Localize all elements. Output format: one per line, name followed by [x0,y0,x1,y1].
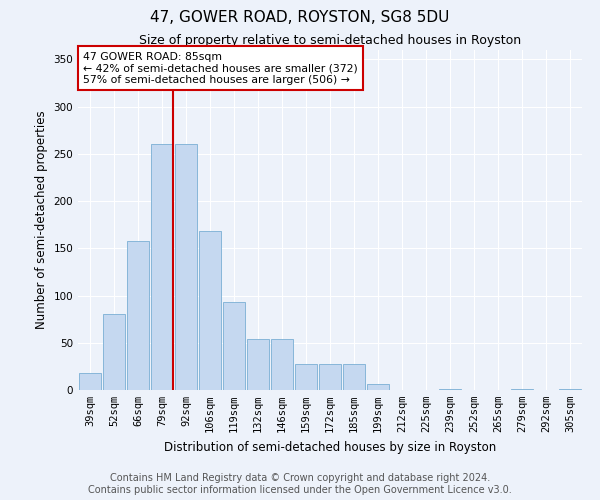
Bar [559,389,581,390]
Bar [271,339,293,390]
Bar [295,364,317,390]
Bar [103,314,125,390]
Bar [247,339,269,390]
Bar [79,373,101,390]
Bar [367,384,389,390]
Bar [199,232,221,390]
Bar [175,144,197,390]
Bar [127,241,149,390]
Text: 47, GOWER ROAD, ROYSTON, SG8 5DU: 47, GOWER ROAD, ROYSTON, SG8 5DU [151,10,449,25]
Text: Contains HM Land Registry data © Crown copyright and database right 2024.
Contai: Contains HM Land Registry data © Crown c… [88,474,512,495]
Bar [223,302,245,390]
Bar [343,364,365,390]
X-axis label: Distribution of semi-detached houses by size in Royston: Distribution of semi-detached houses by … [164,440,496,454]
Bar [319,364,341,390]
Y-axis label: Number of semi-detached properties: Number of semi-detached properties [35,110,48,330]
Title: Size of property relative to semi-detached houses in Royston: Size of property relative to semi-detach… [139,34,521,48]
Bar [439,389,461,390]
Bar [151,144,173,390]
Text: 47 GOWER ROAD: 85sqm
← 42% of semi-detached houses are smaller (372)
57% of semi: 47 GOWER ROAD: 85sqm ← 42% of semi-detac… [83,52,358,85]
Bar [511,389,533,390]
